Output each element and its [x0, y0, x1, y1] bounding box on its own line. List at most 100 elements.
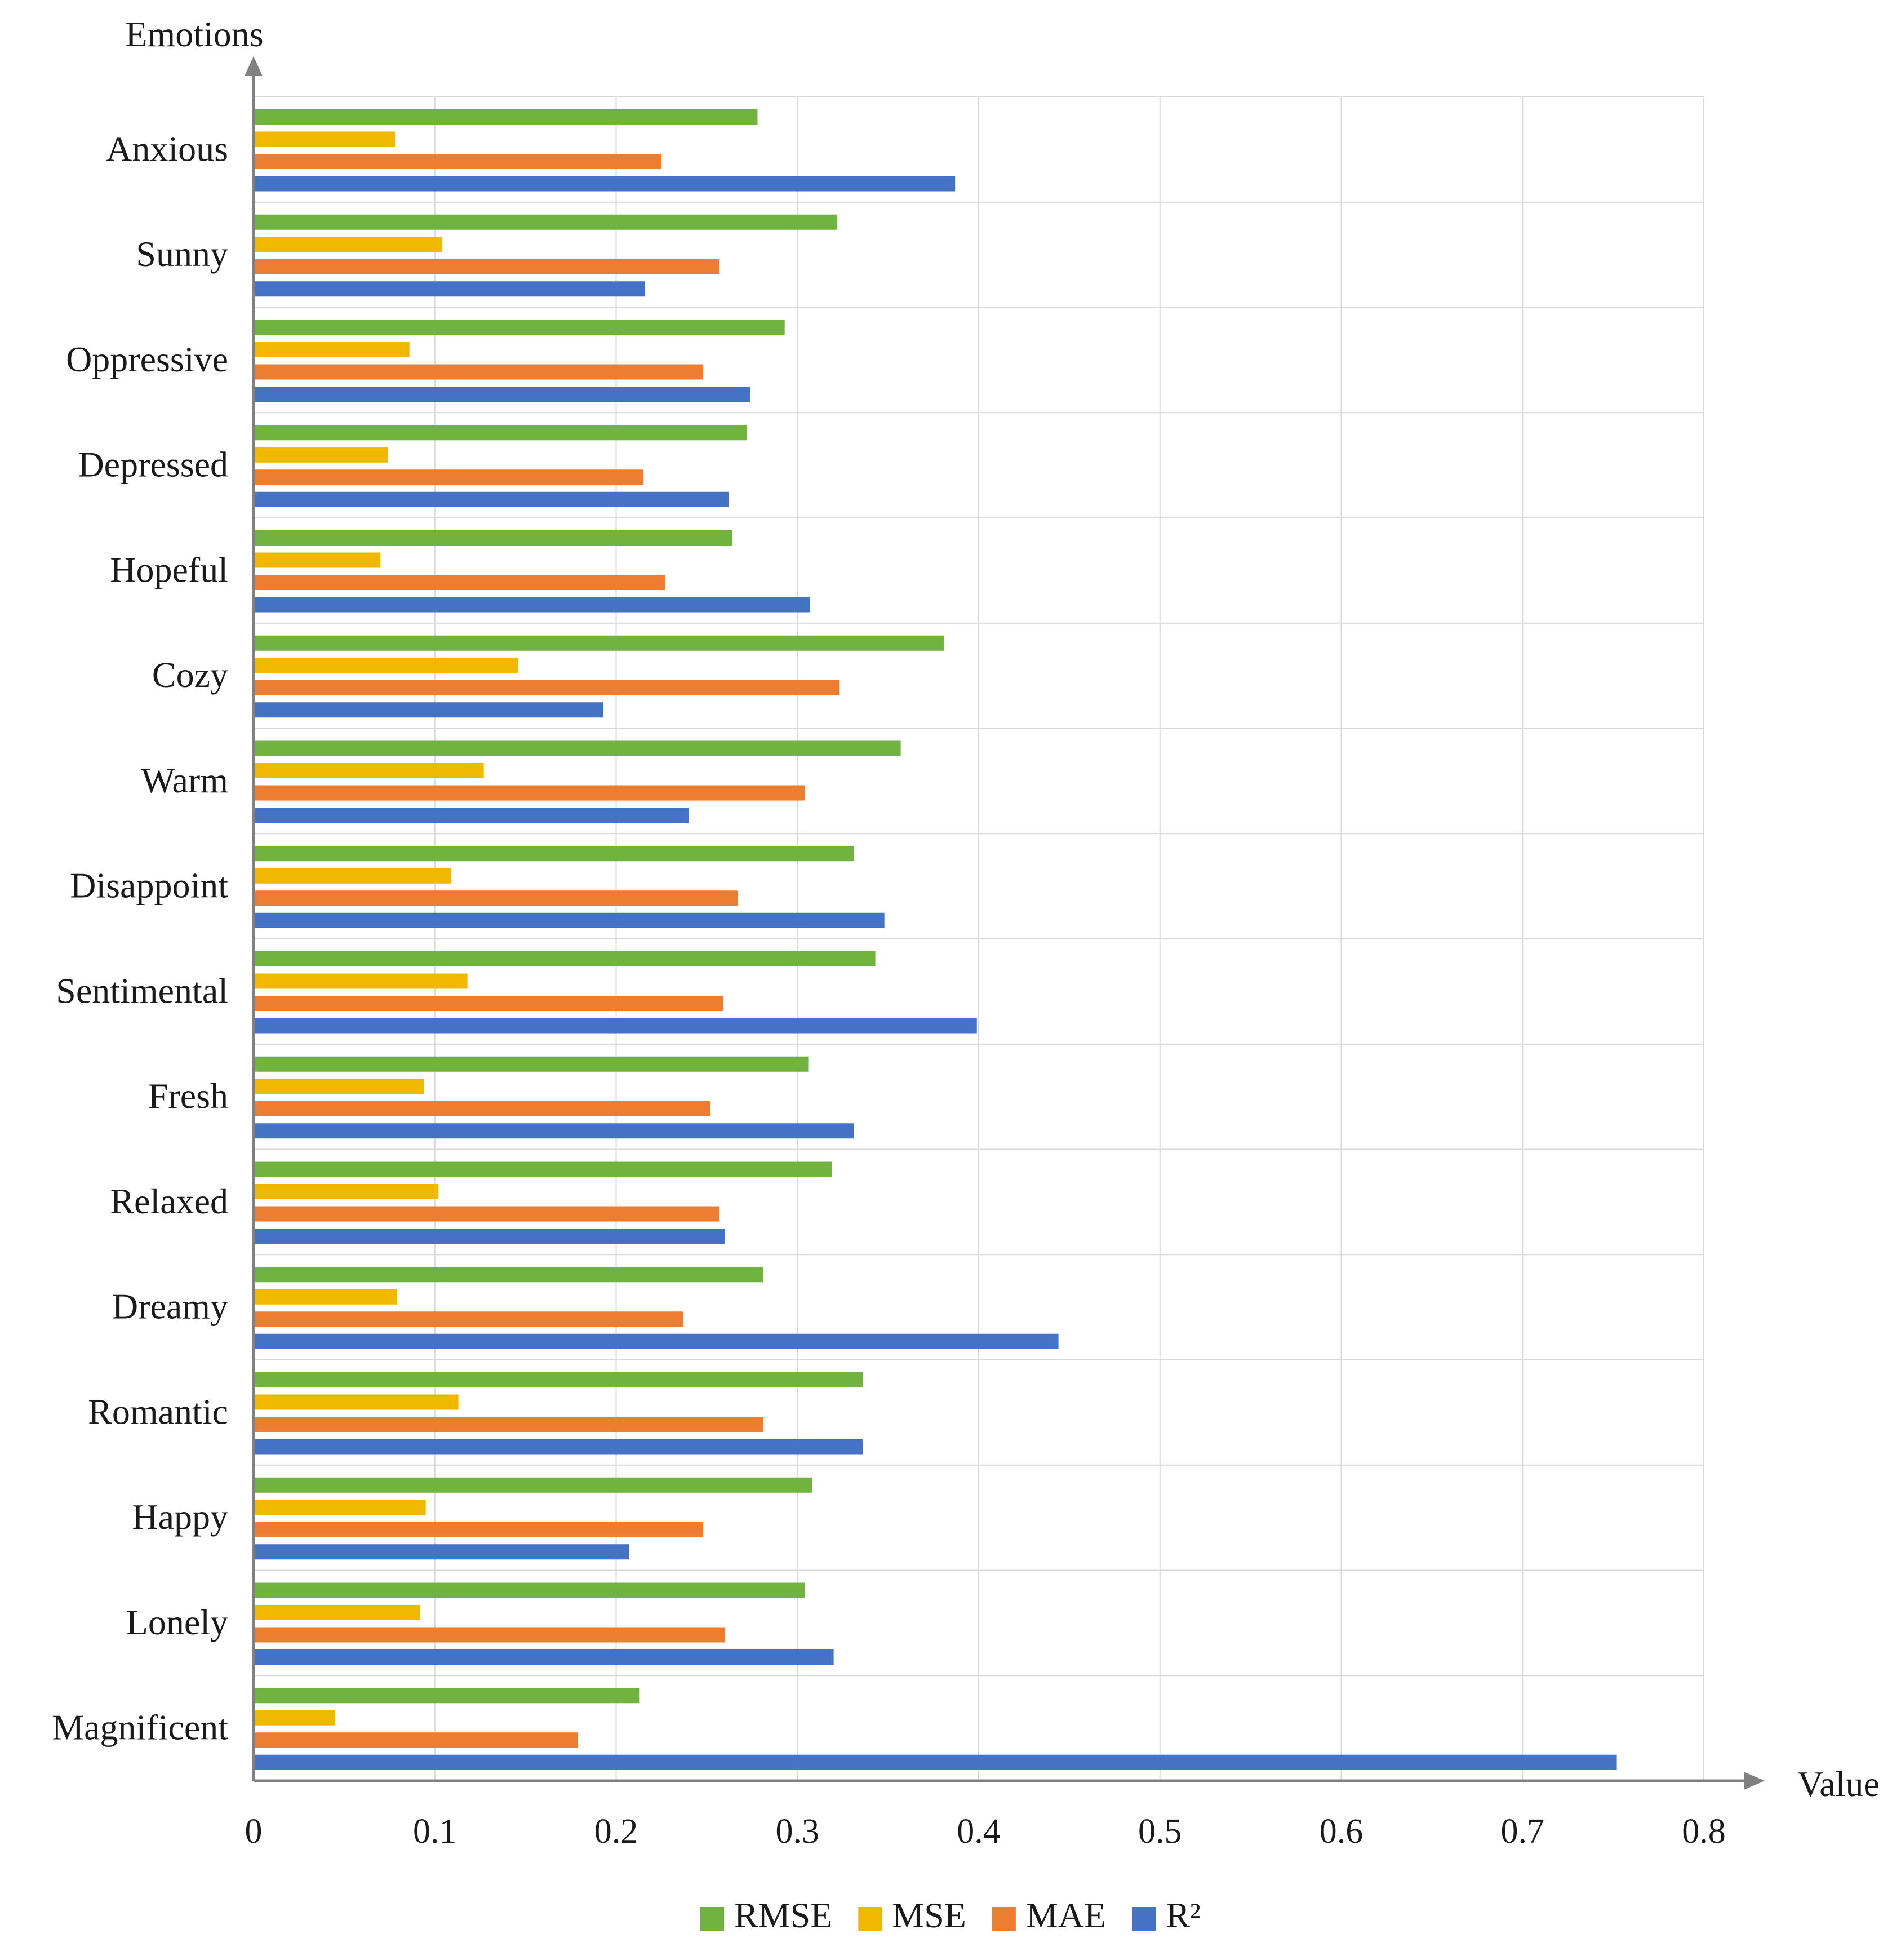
x-tick-label: 0.2 [594, 1812, 638, 1851]
category-label: Lonely [126, 1602, 228, 1642]
category-label: Sentimental [56, 970, 228, 1010]
bar-rmse-cozy [254, 635, 944, 651]
bar-r-warm [254, 808, 689, 823]
bar-mae-magnificent [254, 1732, 578, 1748]
category-label: Fresh [148, 1076, 228, 1116]
x-tick-label: 0.7 [1501, 1812, 1545, 1851]
bar-mse-sentimental [254, 973, 468, 989]
x-axis-title: Value [1797, 1764, 1880, 1804]
bar-mse-cozy [254, 658, 518, 673]
bar-rmse-depressed [254, 425, 747, 441]
bar-mse-disappoint [254, 868, 451, 884]
bar-mae-warm [254, 785, 805, 801]
bar-mse-oppressive [254, 342, 410, 357]
bar-mse-depressed [254, 447, 388, 463]
x-tick-label: 0.8 [1682, 1812, 1726, 1851]
legend-label-mae: MAE [1026, 1895, 1106, 1935]
category-label: Romantic [88, 1391, 228, 1431]
category-label: Depressed [78, 445, 228, 485]
bar-mae-cozy [254, 680, 840, 695]
bar-r-sunny [254, 281, 645, 297]
bar-rmse-romantic [254, 1372, 863, 1387]
bar-r-disappoint [254, 912, 885, 928]
legend-label-r: R² [1166, 1895, 1201, 1935]
bar-rmse-hopeful [254, 530, 732, 546]
category-label: Happy [132, 1497, 228, 1537]
bar-r-magnificent [254, 1754, 1617, 1770]
bar-mse-sunny [254, 237, 442, 252]
x-tick-label: 0.1 [413, 1812, 457, 1851]
category-label: Dreamy [112, 1287, 228, 1327]
legend-swatch-mse [858, 1907, 882, 1931]
bar-rmse-anxious [254, 109, 758, 125]
bar-rmse-magnificent [254, 1688, 640, 1704]
legend-layer: RMSE MSE MAE R² [700, 1895, 1201, 1935]
bar-mse-anxious [254, 131, 395, 147]
bar-mae-sentimental [254, 996, 723, 1011]
bar-mae-sunny [254, 259, 719, 274]
bar-mae-fresh [254, 1101, 710, 1116]
x-tick-label: 0 [245, 1812, 263, 1851]
bar-rmse-relaxed [254, 1161, 832, 1177]
bar-mae-depressed [254, 469, 643, 485]
bar-mae-oppressive [254, 364, 703, 380]
bar-mae-lonely [254, 1627, 725, 1643]
bar-r-sentimental [254, 1018, 977, 1034]
bar-mse-magnificent [254, 1710, 335, 1726]
bar-mse-fresh [254, 1079, 424, 1094]
x-tick-label: 0.3 [776, 1812, 820, 1851]
category-label: Magnificent [52, 1708, 228, 1748]
bar-mse-lonely [254, 1605, 421, 1620]
bar-mae-dreamy [254, 1311, 683, 1327]
labels-layer: 0 0.1 0.2 0.3 0.4 0.5 0.6 0.7 0.8 Anxious Sunny Opp… [52, 14, 1880, 1851]
bar-mae-happy [254, 1522, 703, 1537]
bar-r-depressed [254, 491, 729, 507]
bar-r-hopeful [254, 597, 810, 613]
bar-r-lonely [254, 1649, 834, 1665]
bar-rmse-sunny [254, 214, 838, 230]
category-label: Hopeful [110, 549, 228, 589]
bars-layer [254, 109, 1617, 1770]
bar-rmse-disappoint [254, 846, 854, 862]
bar-r-romantic [254, 1439, 863, 1455]
bar-rmse-happy [254, 1477, 812, 1493]
bar-mse-hopeful [254, 552, 381, 568]
bar-rmse-fresh [254, 1056, 809, 1072]
bar-mae-hopeful [254, 575, 665, 590]
bar-rmse-sentimental [254, 951, 876, 966]
bar-mae-disappoint [254, 890, 738, 906]
x-tick-label: 0.4 [957, 1812, 1001, 1851]
bar-r-fresh [254, 1123, 854, 1139]
bar-mae-romantic [254, 1417, 763, 1432]
y-axis-title: Emotions [125, 14, 263, 54]
bar-r-relaxed [254, 1229, 725, 1244]
category-label: Oppressive [66, 339, 228, 379]
category-label: Disappoint [70, 866, 228, 906]
grid-layer [254, 96, 1704, 1781]
category-label: Sunny [136, 234, 228, 274]
bar-mse-warm [254, 763, 484, 778]
bar-mse-dreamy [254, 1289, 397, 1305]
legend-label-rmse: RMSE [734, 1895, 832, 1935]
axes-layer [245, 56, 1765, 1790]
x-tick-label: 0.5 [1138, 1812, 1182, 1851]
legend-swatch-r [1132, 1907, 1156, 1931]
bar-rmse-warm [254, 740, 901, 756]
bar-rmse-dreamy [254, 1267, 763, 1283]
bar-mse-relaxed [254, 1184, 439, 1199]
category-label: Anxious [106, 128, 228, 168]
legend-label-mse: MSE [892, 1895, 966, 1935]
bar-rmse-oppressive [254, 320, 785, 335]
y-axis-arrow-icon [245, 56, 263, 76]
legend-swatch-mae [992, 1907, 1016, 1931]
category-label: Relaxed [110, 1181, 228, 1221]
bar-r-happy [254, 1544, 629, 1560]
bar-r-anxious [254, 176, 956, 192]
bar-mae-relaxed [254, 1206, 719, 1222]
bar-r-dreamy [254, 1333, 1059, 1349]
bar-mae-anxious [254, 154, 661, 169]
legend-swatch-rmse [700, 1907, 725, 1931]
bar-rmse-lonely [254, 1582, 805, 1598]
category-label: Cozy [152, 655, 228, 695]
